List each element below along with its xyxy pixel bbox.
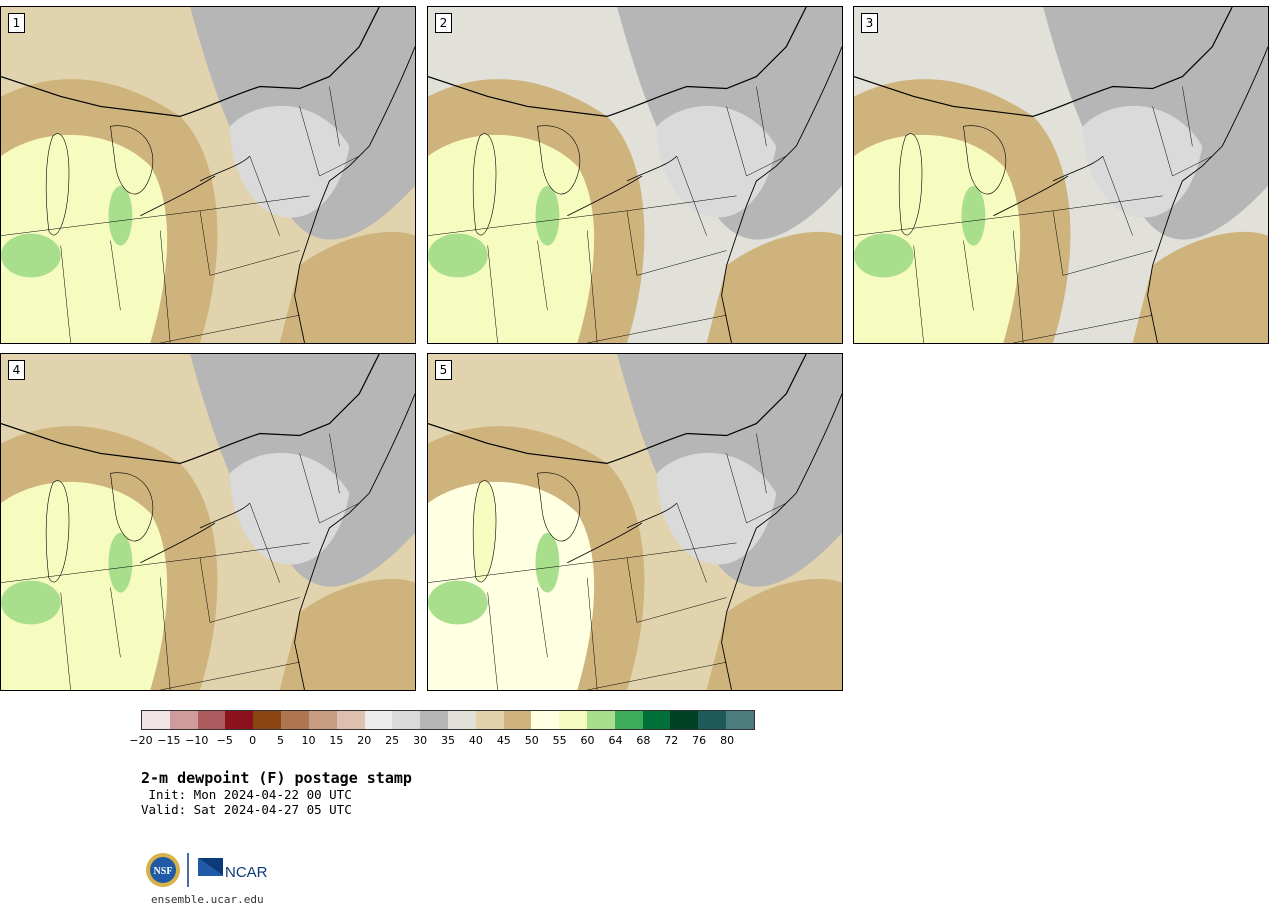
colorbar-swatch	[281, 711, 309, 729]
colorbar-swatch	[503, 711, 532, 729]
ncar-logo-text: NCAR	[225, 864, 268, 881]
colorbar	[141, 710, 755, 730]
dewpoint-map	[854, 7, 1268, 343]
dewpoint-map	[428, 7, 842, 343]
colorbar-swatch	[531, 711, 560, 729]
colorbar-tick-label: 55	[552, 734, 567, 747]
ncar-logo: NCAR	[198, 858, 268, 881]
panel-number: 5	[435, 360, 452, 380]
colorbar-swatch	[197, 711, 226, 729]
colorbar-swatch	[614, 711, 643, 729]
colorbar-tick-label: 5	[277, 734, 285, 747]
panel-number: 4	[8, 360, 25, 380]
panel-number: 2	[435, 13, 452, 33]
website-url: ensemble.ucar.edu	[151, 893, 264, 906]
colorbar-swatch	[308, 711, 337, 729]
colorbar-tick-label: 35	[441, 734, 455, 747]
stamp-panel-2: 2	[427, 6, 843, 344]
colorbar-tick-label: 10	[301, 734, 316, 747]
colorbar-tick-label: −20	[129, 734, 153, 747]
colorbar-swatch	[142, 711, 170, 729]
panel-number: 1	[8, 13, 25, 33]
colorbar-tick-label: 60	[580, 734, 595, 747]
colorbar-swatch	[392, 711, 421, 729]
colorbar-tick-label: 68	[636, 734, 651, 747]
dewpoint-map	[428, 354, 842, 690]
valid-time: Valid: Sat 2024-04-27 05 UTC	[141, 802, 352, 817]
colorbar-tick-label: 15	[329, 734, 344, 747]
stamp-panel-5: 5	[427, 353, 843, 691]
colorbar-tick-label: −15	[157, 734, 181, 747]
colorbar-tick-label: 45	[496, 734, 511, 747]
colorbar-swatch	[698, 711, 727, 729]
colorbar-swatch	[475, 711, 504, 729]
colorbar-tick-label: 40	[468, 734, 483, 747]
dewpoint-map	[1, 354, 415, 690]
plot-title: 2-m dewpoint (F) postage stamp	[141, 769, 412, 787]
colorbar-tick-label: 80	[720, 734, 735, 747]
colorbar-swatch	[420, 711, 448, 729]
colorbar-tick-label: −5	[216, 734, 233, 747]
nsf-logo: NSF	[146, 853, 180, 887]
colorbar-ticks: −20 −15 −10 −5 0 5 10 15 20 25 30 35 40 45 50 55 60 64 68 7…	[129, 734, 755, 748]
colorbar-swatch	[447, 711, 476, 729]
colorbar-swatch	[253, 711, 282, 729]
colorbar-swatch	[364, 711, 393, 729]
stamp-panel-1: 1	[0, 6, 416, 344]
colorbar-swatch	[726, 711, 754, 729]
stamp-panel-4: 4	[0, 353, 416, 691]
colorbar-swatch	[169, 711, 198, 729]
colorbar-tick-label: 50	[524, 734, 539, 747]
stamp-panel-3: 3	[853, 6, 1269, 344]
colorbar-tick-label: 25	[385, 734, 400, 747]
panel-number: 3	[861, 13, 878, 33]
colorbar-tick-label: 72	[664, 734, 679, 747]
colorbar-swatch	[670, 711, 699, 729]
colorbar-swatch	[336, 711, 365, 729]
colorbar-swatch	[225, 711, 254, 729]
colorbar-tick-label: 0	[249, 734, 257, 747]
dewpoint-map	[1, 7, 415, 343]
nsf-logo-text: NSF	[154, 866, 173, 877]
colorbar-tick-label: 20	[357, 734, 372, 747]
colorbar-tick-label: 30	[413, 734, 428, 747]
colorbar-swatch	[559, 711, 587, 729]
logos: NSF NCAR	[145, 850, 275, 890]
init-time: Init: Mon 2024-04-22 00 UTC	[141, 787, 352, 802]
colorbar-tick-label: 76	[692, 734, 707, 747]
colorbar-swatch	[587, 711, 615, 729]
colorbar-tick-label: −10	[185, 734, 209, 747]
colorbar-tick-label: 64	[608, 734, 623, 747]
colorbar-swatch	[642, 711, 671, 729]
